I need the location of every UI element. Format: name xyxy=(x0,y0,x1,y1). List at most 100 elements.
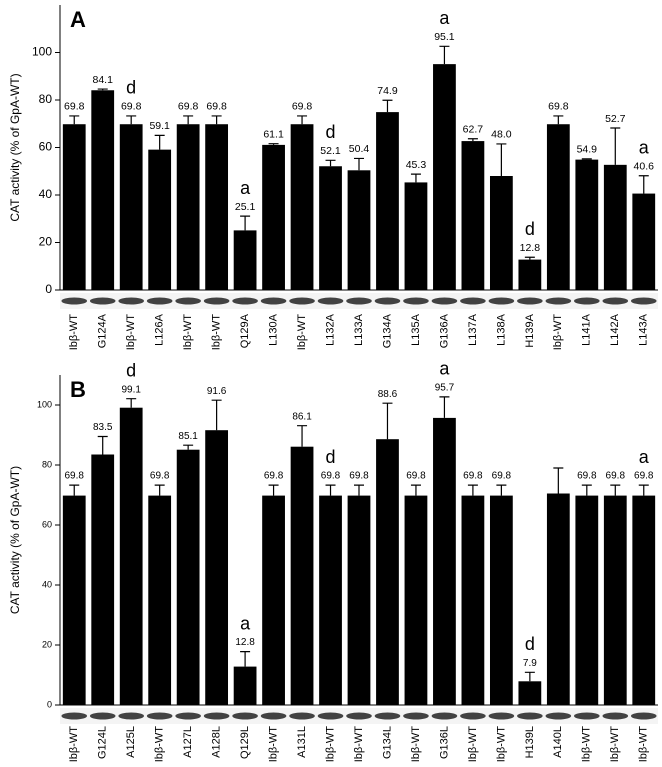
value-label: 25.1 xyxy=(235,201,256,213)
annotation: a xyxy=(639,447,650,467)
bar xyxy=(546,124,570,290)
value-label: 95.1 xyxy=(434,31,455,43)
value-label: 69.8 xyxy=(264,471,284,482)
bar xyxy=(205,430,229,705)
x-tick-label: Ibβ-WT xyxy=(68,314,80,351)
bar xyxy=(518,681,542,705)
error-bar xyxy=(297,425,308,447)
value-label: 69.8 xyxy=(634,471,654,482)
blot-band xyxy=(232,297,258,305)
x-tick-label: L137A xyxy=(467,313,479,345)
value-label: 62.7 xyxy=(463,123,484,135)
blot-band xyxy=(317,712,344,720)
bar xyxy=(575,495,599,705)
bar xyxy=(575,159,599,290)
annotation: d xyxy=(126,78,136,98)
value-label: 91.6 xyxy=(207,386,227,397)
error-bar xyxy=(126,398,137,408)
bar xyxy=(404,182,428,290)
value-label: 54.9 xyxy=(577,144,598,156)
annotation: a xyxy=(240,178,251,198)
bar xyxy=(91,90,115,290)
x-tick-label: L132A xyxy=(324,313,336,345)
value-label: 52.7 xyxy=(605,113,626,125)
error-bar xyxy=(467,138,478,142)
error-bar xyxy=(183,444,194,450)
annotation: d xyxy=(126,360,136,380)
value-label: 69.8 xyxy=(121,101,142,113)
x-tick-label: Ibβ-WT xyxy=(638,726,650,763)
value-label: 69.8 xyxy=(321,471,341,482)
annotation: a xyxy=(439,8,450,28)
annotation: a xyxy=(639,138,650,158)
y-tick-label: 80 xyxy=(42,459,52,469)
error-bar xyxy=(354,157,364,171)
blot-band xyxy=(573,712,600,720)
x-tick-label: Q129A xyxy=(239,313,251,348)
bar xyxy=(546,493,570,705)
bar xyxy=(148,149,172,290)
error-bar xyxy=(240,651,251,667)
value-label: 61.1 xyxy=(263,128,284,140)
x-tick-label: Ibβ-WT xyxy=(211,314,223,351)
blot-band xyxy=(118,297,145,305)
value-label: 52.1 xyxy=(320,145,341,157)
x-tick-label: G124L xyxy=(97,726,109,759)
blot-band xyxy=(260,712,287,720)
x-tick-label: A140L xyxy=(552,726,564,758)
error-bar xyxy=(382,402,393,440)
bar xyxy=(319,166,342,290)
x-tick-label: Ibβ-WT xyxy=(154,726,166,763)
annotation: d xyxy=(525,634,535,654)
error-bar xyxy=(610,127,621,165)
blot-band xyxy=(118,712,145,720)
blot-band xyxy=(289,712,315,720)
x-tick-label: G124A xyxy=(97,313,109,348)
blot-band xyxy=(346,712,372,720)
error-bar xyxy=(496,484,507,496)
x-tick-label: L126A xyxy=(154,313,166,345)
blot-band xyxy=(232,712,258,720)
annotation: d xyxy=(326,122,336,142)
error-bar xyxy=(325,484,336,496)
error-bar xyxy=(410,173,421,183)
bar xyxy=(176,124,200,290)
blot-band xyxy=(517,712,543,720)
x-tick-label: L142A xyxy=(609,313,621,345)
blot-band xyxy=(203,297,230,305)
annotation: d xyxy=(326,447,336,467)
bar xyxy=(148,495,172,705)
value-label: 99.1 xyxy=(121,384,141,395)
bar xyxy=(205,124,229,290)
value-label: 69.8 xyxy=(150,471,170,482)
blot-band xyxy=(317,297,344,305)
error-bar xyxy=(240,215,251,231)
x-tick-label: L141A xyxy=(581,313,593,345)
blot-band xyxy=(460,297,486,305)
y-tick-label: 40 xyxy=(42,579,52,589)
x-tick-label: A125L xyxy=(125,726,137,758)
value-label: 48.0 xyxy=(491,129,512,141)
value-label: 86.1 xyxy=(292,411,312,422)
x-tick-label: Ibβ-WT xyxy=(609,726,621,763)
blot-band xyxy=(602,712,629,720)
x-tick-label: L135A xyxy=(410,313,422,345)
blot-band xyxy=(61,712,88,720)
y-tick-label: 100 xyxy=(37,399,52,409)
error-bar xyxy=(581,484,592,496)
value-label: 88.6 xyxy=(378,389,398,400)
bar xyxy=(290,446,314,705)
value-label: 59.1 xyxy=(149,120,170,132)
annotation: a xyxy=(240,613,251,633)
bar xyxy=(262,495,285,705)
bar xyxy=(233,666,257,705)
bar xyxy=(119,407,143,705)
blot-band xyxy=(545,712,572,720)
x-tick-label: Ibβ-WT xyxy=(467,726,479,763)
blot-band xyxy=(374,297,401,305)
error-bar xyxy=(382,99,393,113)
bar xyxy=(632,495,656,705)
value-label: 69.8 xyxy=(548,101,569,113)
x-tick-label: G134L xyxy=(381,726,393,759)
error-bar xyxy=(496,143,507,176)
